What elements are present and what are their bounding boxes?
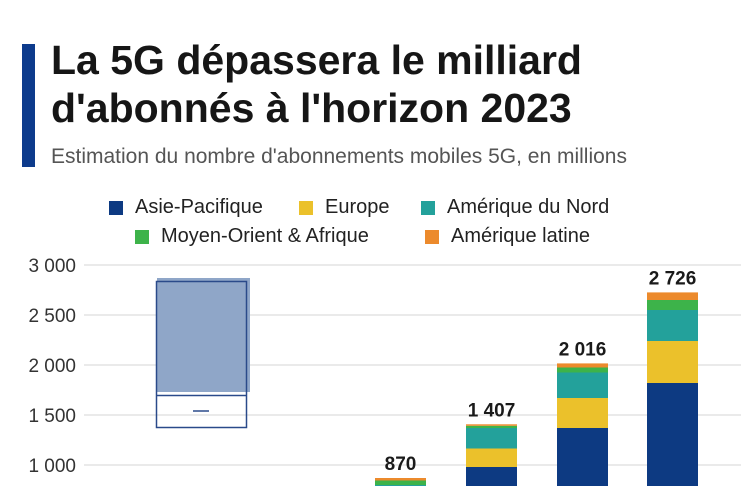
y-tick-label: 2 000 xyxy=(28,356,76,377)
bars xyxy=(375,292,698,486)
bar-segment xyxy=(557,372,608,398)
bar-segment xyxy=(647,300,698,310)
legend-item-amerique-du-nord: Amérique du Nord xyxy=(421,196,609,219)
bar-segment xyxy=(647,341,698,383)
placeholder-box xyxy=(155,278,250,429)
y-tick-label: 3 000 xyxy=(28,256,76,277)
bar-segment xyxy=(647,310,698,341)
title-accent-bar xyxy=(22,44,35,167)
bar-segment xyxy=(647,292,698,300)
bar-segment xyxy=(466,424,517,426)
legend-label: Amérique latine xyxy=(451,225,590,247)
legend-item-moyen-orient-afrique: Moyen-Orient & Afrique xyxy=(135,225,369,248)
legend-item-amerique-latine: Amérique latine xyxy=(425,225,590,248)
placeholder-outline xyxy=(155,280,248,429)
bar-segment xyxy=(557,367,608,373)
bar-segment xyxy=(466,467,517,486)
bar-total-label: 2 016 xyxy=(559,339,607,360)
legend-label: Amérique du Nord xyxy=(447,196,610,218)
bar-total-label: 2 726 xyxy=(649,268,697,289)
y-tick-label: 1 000 xyxy=(28,456,76,477)
bar-segment xyxy=(557,398,608,428)
gridlines xyxy=(84,264,741,466)
legend-label: Moyen-Orient & Afrique xyxy=(161,225,369,247)
bar-total-label: 870 xyxy=(385,454,417,475)
bar-segment xyxy=(466,425,517,428)
y-axis-ticks: 1 000 1 500 2 000 2 500 3 000 xyxy=(28,256,76,477)
legend-label: Asie-Pacifique xyxy=(135,196,263,218)
bar-total-label: 1 407 xyxy=(468,400,516,421)
legend-swatch xyxy=(135,229,149,244)
bar-segment xyxy=(557,363,608,368)
bar-segment xyxy=(375,480,426,485)
bar-segment xyxy=(466,448,517,467)
bar-segment xyxy=(647,383,698,486)
legend-item-asie-pacifique: Asie-Pacifique xyxy=(109,196,263,219)
y-tick-label: 2 500 xyxy=(28,306,76,327)
bar-totals: 870 1 407 2 016 2 726 xyxy=(385,268,697,475)
placeholder-fill xyxy=(157,278,250,392)
legend-swatch xyxy=(299,200,313,215)
legend-item-europe: Europe xyxy=(299,196,390,219)
bar-segment xyxy=(466,428,517,449)
bar-segment xyxy=(375,478,426,481)
legend-label: Europe xyxy=(325,196,390,218)
y-tick-label: 1 500 xyxy=(28,406,76,427)
bar-segment xyxy=(557,428,608,486)
legend-swatch xyxy=(425,229,439,244)
chart-title: La 5G dépassera le milliard d'abonnés à … xyxy=(51,37,582,131)
chart-subtitle: Estimation du nombre d'abonnements mobil… xyxy=(51,145,627,168)
legend-swatch xyxy=(109,200,123,215)
legend-swatch xyxy=(421,200,435,215)
